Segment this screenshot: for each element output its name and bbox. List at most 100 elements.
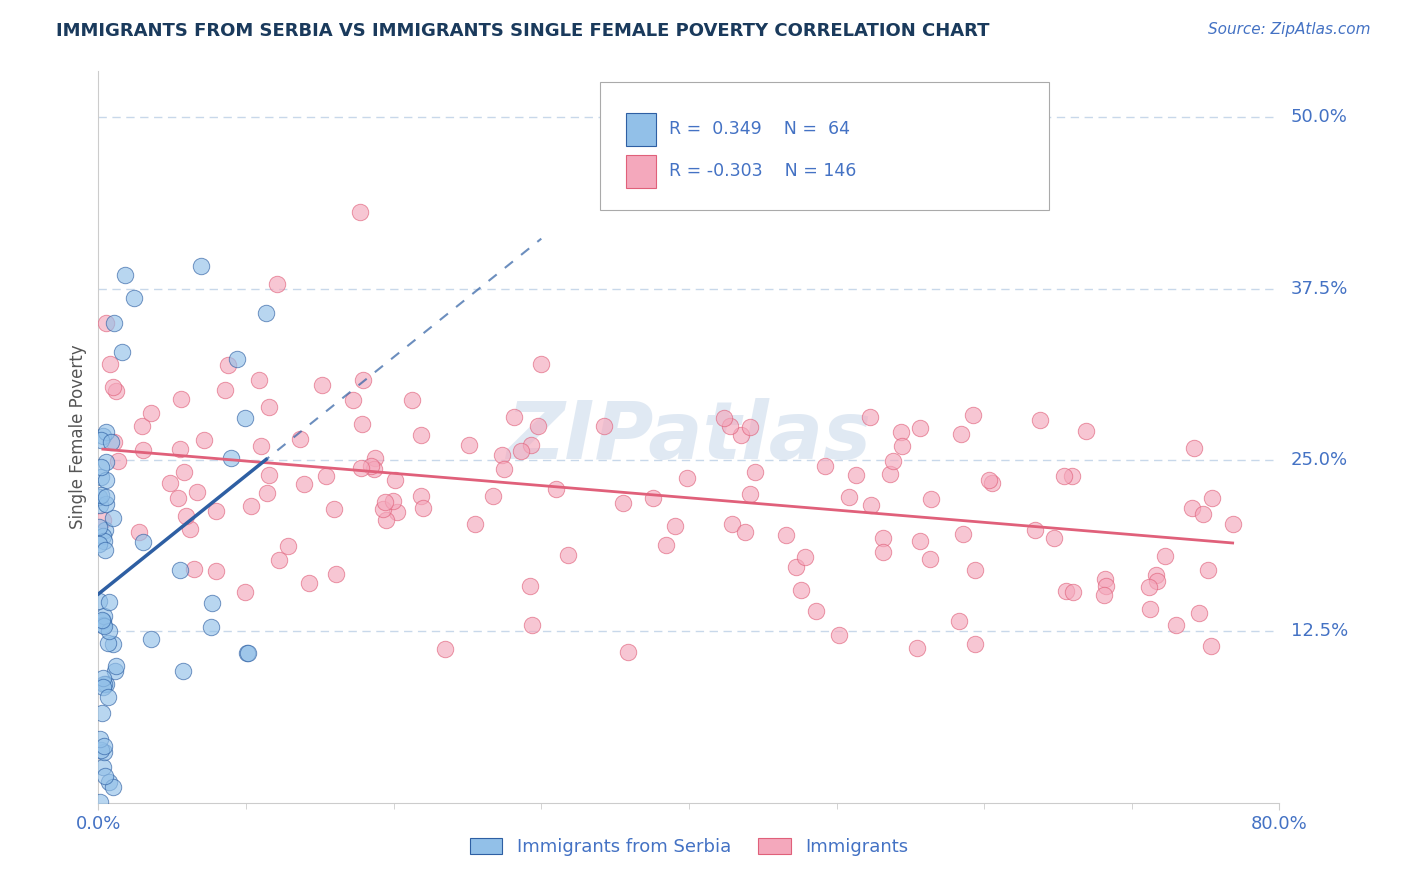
Point [98,624,121,638]
Point [205,564,228,578]
Point [1094,573,1116,587]
Point [288,432,311,446]
Point [352,417,374,431]
Point [1137,580,1160,594]
Point [170,392,193,406]
Point [519,438,541,452]
Point [91,615,114,629]
Point [1146,574,1168,588]
Point [236,646,259,660]
Point [89,732,111,747]
Point [87,536,110,550]
Point [172,664,194,678]
Point [94,425,117,440]
Text: R =  0.349    N =  64: R = 0.349 N = 64 [669,120,849,138]
Text: 12.5%: 12.5% [1291,623,1348,640]
Text: Source: ZipAtlas.com: Source: ZipAtlas.com [1208,22,1371,37]
Point [200,620,222,634]
Point [352,373,374,387]
Point [744,465,766,479]
Point [235,646,257,660]
Point [159,476,181,491]
Point [266,277,288,291]
Point [785,559,807,574]
Legend: Immigrants from Serbia, Immigrants: Immigrants from Serbia, Immigrants [463,830,915,863]
Point [93,609,115,624]
Point [965,563,987,577]
Point [221,451,243,466]
Point [530,357,553,371]
Point [373,502,395,516]
Point [91,760,114,774]
Y-axis label: Single Female Poverty: Single Female Poverty [69,345,87,529]
Point [730,428,752,442]
Point [738,420,761,434]
Point [908,534,931,549]
Point [905,641,928,656]
Point [1139,602,1161,616]
Point [105,658,128,673]
Point [952,527,974,541]
Point [738,487,761,501]
Point [174,508,197,523]
Point [1095,579,1118,593]
Point [169,442,191,456]
Point [100,435,122,450]
Point [90,433,112,447]
Point [1154,549,1177,563]
Point [87,490,110,504]
Text: 25.0%: 25.0% [1291,451,1348,469]
Point [111,344,134,359]
Point [214,383,236,397]
Text: 37.5%: 37.5% [1291,279,1348,298]
Point [1222,516,1244,531]
Point [190,259,212,273]
Point [114,268,136,282]
Point [612,496,634,510]
Point [235,584,257,599]
Point [1201,491,1223,506]
Point [233,410,256,425]
Point [949,426,972,441]
Point [546,482,568,496]
Point [325,567,347,582]
Point [257,468,280,483]
Point [977,474,1000,488]
Point [96,490,118,504]
Point [250,439,273,453]
Point [107,454,129,468]
Point [96,636,118,650]
Point [1191,508,1213,522]
Point [298,575,321,590]
Point [132,442,155,457]
FancyBboxPatch shape [600,82,1049,211]
Point [315,469,337,483]
Point [201,596,224,610]
Point [962,408,984,422]
Point [643,491,665,505]
Point [790,582,813,597]
Point [963,637,986,651]
Point [186,485,208,500]
Point [412,500,434,515]
Point [98,595,121,609]
Point [713,411,735,425]
Point [101,636,124,650]
Point [382,494,405,508]
Point [464,517,486,532]
Point [411,489,433,503]
Point [104,664,127,678]
Point [90,470,112,484]
Point [166,491,188,505]
Point [948,614,970,628]
Point [1043,531,1066,545]
Point [1188,606,1211,620]
Point [323,502,346,516]
Point [122,291,145,305]
Point [311,378,333,392]
Point [90,613,112,627]
Point [654,537,676,551]
Point [363,462,385,476]
Point [91,671,114,685]
Point [364,451,387,466]
